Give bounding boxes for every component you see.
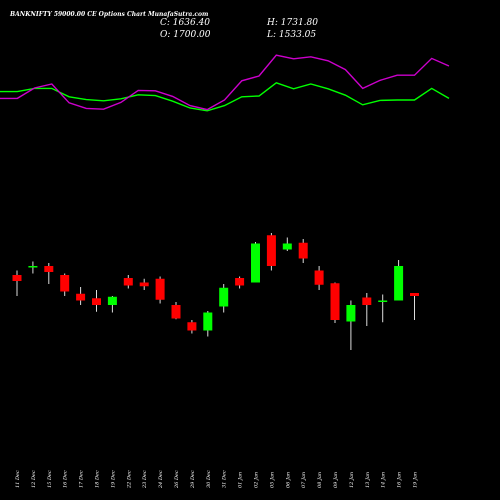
x-tick-label: 14 Jan	[381, 472, 387, 488]
candle-body	[410, 293, 419, 296]
x-tick-label: 30 Dec	[206, 470, 212, 488]
close-value: 1636.40	[172, 18, 211, 28]
lower-indicator-line	[0, 54, 450, 111]
candle-body	[378, 300, 388, 302]
x-axis-labels: 11 Dec 12 Dec 15 Dec 16 Dec 17 Dec 18 Dec 19 D…	[15, 470, 419, 489]
x-tick-label: 29 Dec	[190, 470, 196, 489]
candle-body	[44, 266, 54, 272]
indicator-lines	[0, 54, 450, 112]
candle-body	[92, 298, 101, 305]
x-tick-label: 01 Jan	[238, 472, 244, 488]
low-label: L:	[267, 30, 277, 40]
candle-body	[171, 305, 181, 319]
x-tick-label: 11 Dec	[15, 470, 21, 488]
high-label: H:	[267, 18, 278, 28]
candle-body	[123, 278, 133, 286]
candle-body	[203, 312, 213, 331]
x-tick-label: 16 Dec	[63, 470, 69, 488]
candle-body	[314, 270, 324, 285]
x-tick-label: 06 Jan	[285, 472, 291, 488]
candle-body	[139, 282, 149, 287]
candle-body	[28, 266, 38, 268]
x-tick-label: 16 Jan	[397, 472, 403, 488]
candle-body	[60, 275, 70, 292]
x-tick-label: 09 Jan	[333, 472, 339, 488]
x-tick-label: 31 Dec	[222, 470, 228, 488]
candle-body	[219, 287, 229, 307]
candles	[12, 233, 419, 350]
x-tick-label: 24 Dec	[158, 470, 164, 489]
x-tick-label: 13 Jan	[365, 472, 371, 488]
candle-body	[251, 243, 260, 283]
high-readout: H: 1731.80	[267, 18, 318, 28]
x-tick-label: 17 Dec	[79, 470, 85, 488]
candle-body	[266, 235, 276, 266]
candle-body	[107, 296, 117, 305]
candle-body	[298, 242, 308, 259]
low-value: 1533.05	[278, 30, 317, 40]
x-tick-label: 15 Dec	[47, 470, 53, 488]
candle-body	[282, 243, 292, 250]
candle-body	[346, 305, 356, 322]
x-tick-label: 22 Dec	[126, 470, 132, 489]
x-tick-label: 05 Jan	[269, 472, 275, 488]
upper-indicator-line	[0, 82, 450, 112]
x-tick-label: 12 Dec	[31, 470, 37, 488]
candle-body	[235, 278, 245, 286]
chart-title: BANKNIFTY 59000.00 CE Options Chart Muna…	[10, 11, 209, 18]
candle-body	[362, 297, 372, 305]
open-label: O:	[160, 30, 171, 40]
x-tick-label: 18 Dec	[95, 470, 101, 488]
x-tick-label: 26 Dec	[174, 470, 180, 489]
x-tick-label: 07 Jan	[301, 472, 307, 488]
open-readout: O: 1700.00	[160, 30, 211, 40]
low-readout: L: 1533.05	[267, 30, 316, 40]
x-tick-label: 19 Jan	[413, 472, 419, 488]
candle-body	[394, 266, 404, 301]
candle-body	[187, 322, 197, 331]
candle-body	[12, 275, 22, 281]
candle-body	[155, 278, 165, 300]
high-value: 1731.80	[280, 18, 318, 28]
x-tick-label: 19 Dec	[110, 470, 116, 488]
x-tick-label: 08 Jan	[317, 472, 323, 488]
close-readout: C: 1636.40	[160, 18, 210, 28]
open-value: 1700.00	[173, 30, 211, 40]
close-label: C:	[160, 18, 170, 28]
candle-body	[330, 283, 340, 320]
x-tick-label: 12 Jan	[349, 472, 355, 488]
x-tick-label: 23 Dec	[142, 470, 148, 489]
candle-body	[76, 293, 86, 301]
x-tick-label: 02 Jan	[254, 472, 260, 488]
